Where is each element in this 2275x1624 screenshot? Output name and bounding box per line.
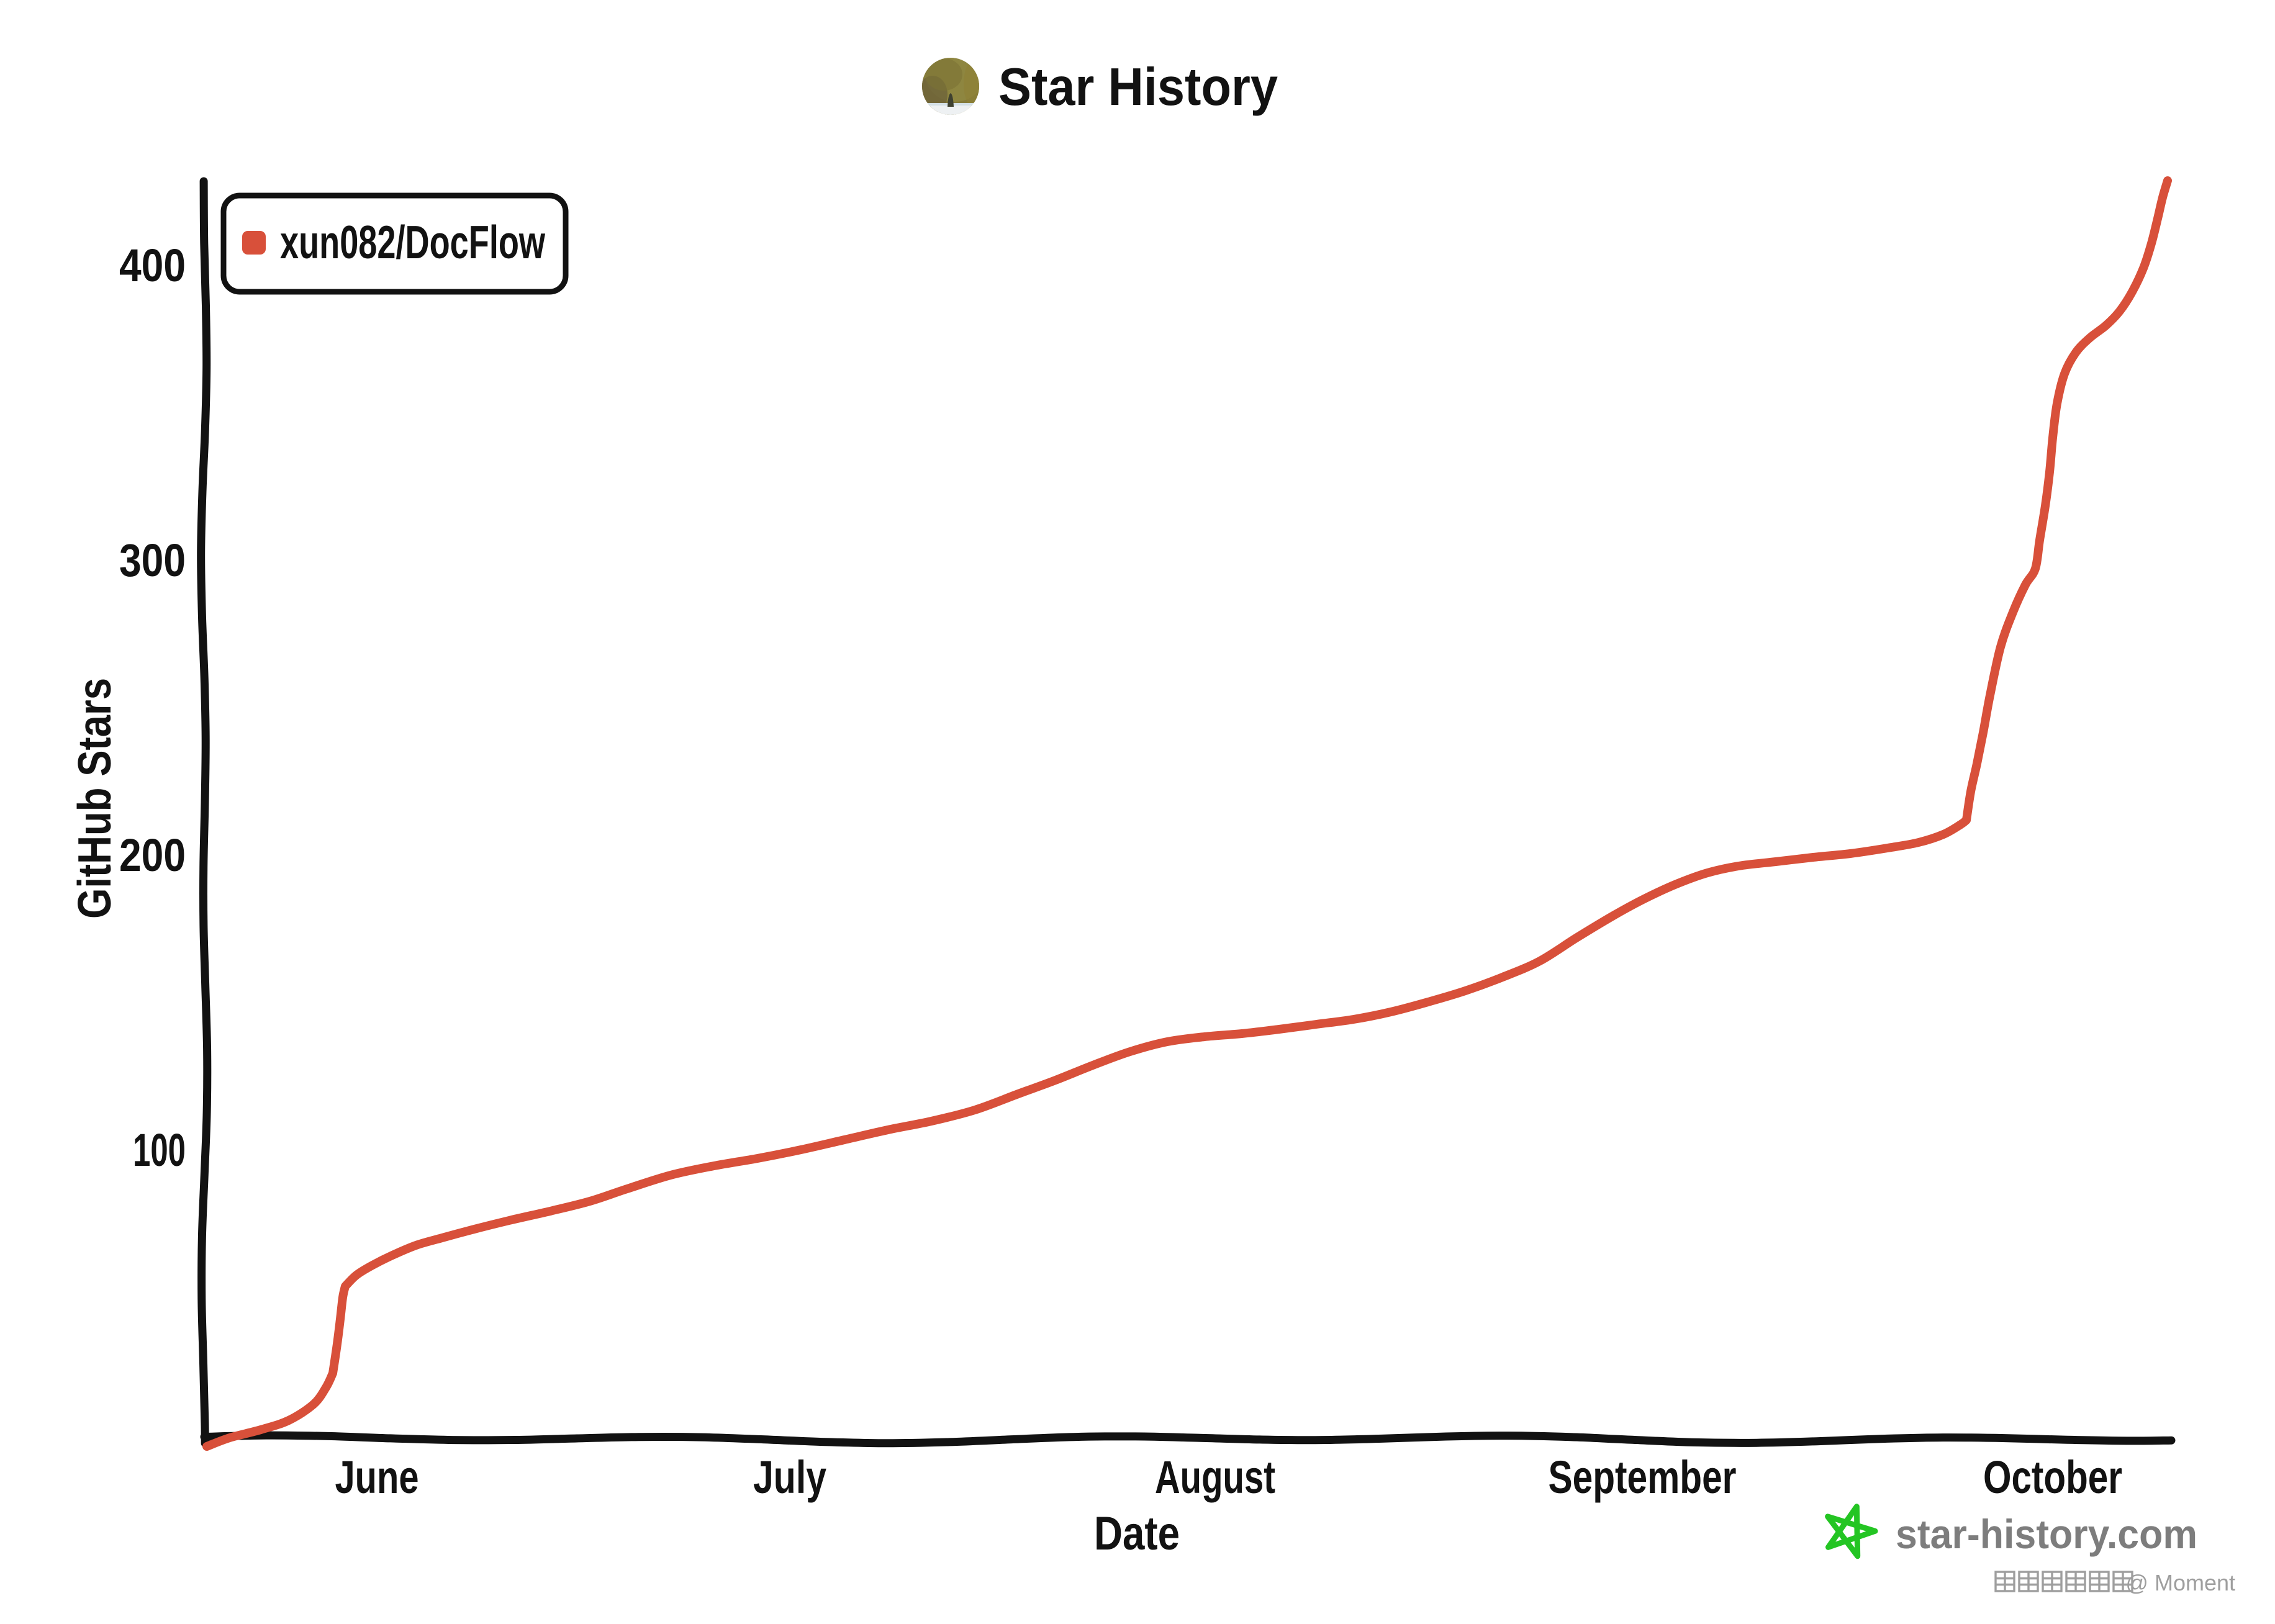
svg-text:300: 300: [119, 535, 186, 586]
svg-text:200: 200: [119, 829, 186, 881]
svg-text:400: 400: [119, 240, 186, 291]
svg-text:Star History: Star History: [998, 58, 1278, 117]
svg-text:July: July: [753, 1451, 826, 1503]
svg-text:@ Moment: @ Moment: [2125, 1570, 2235, 1595]
svg-text:xun082/DocFlow: xun082/DocFlow: [280, 216, 545, 268]
svg-text:GitHub Stars: GitHub Stars: [68, 678, 120, 919]
svg-text:100: 100: [133, 1124, 186, 1176]
svg-text:September: September: [1549, 1451, 1737, 1503]
svg-text:Date: Date: [1094, 1507, 1180, 1560]
svg-text:October: October: [1983, 1451, 2122, 1503]
svg-text:August: August: [1155, 1451, 1275, 1503]
svg-text:star-history.com: star-history.com: [1896, 1511, 2197, 1557]
svg-text:June: June: [335, 1451, 419, 1503]
